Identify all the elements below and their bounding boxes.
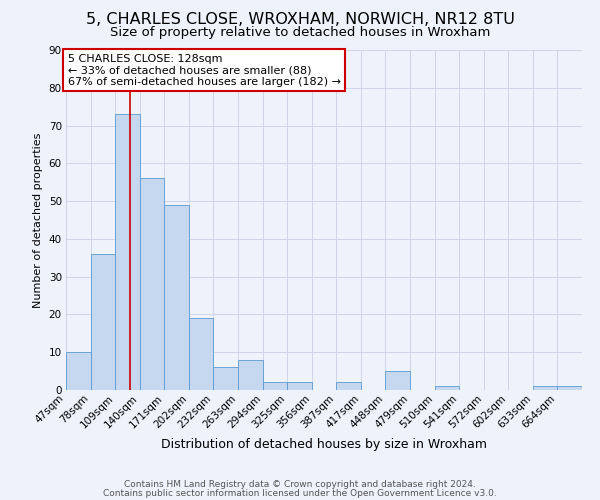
Bar (434, 386, 459, 390)
Bar (287, 382, 312, 390)
Bar (140, 178, 164, 390)
Bar (263, 382, 287, 390)
Bar (557, 386, 582, 390)
Bar (115, 114, 140, 390)
Bar (66, 352, 91, 390)
Bar (238, 360, 263, 390)
Text: Contains HM Land Registry data © Crown copyright and database right 2024.: Contains HM Land Registry data © Crown c… (124, 480, 476, 489)
Bar (214, 368, 238, 390)
Text: Size of property relative to detached houses in Wroxham: Size of property relative to detached ho… (110, 26, 490, 39)
Y-axis label: Number of detached properties: Number of detached properties (33, 132, 43, 308)
Text: Contains public sector information licensed under the Open Government Licence v3: Contains public sector information licen… (103, 488, 497, 498)
X-axis label: Distribution of detached houses by size in Wroxham: Distribution of detached houses by size … (161, 438, 487, 451)
Bar (533, 386, 557, 390)
Text: 5, CHARLES CLOSE, WROXHAM, NORWICH, NR12 8TU: 5, CHARLES CLOSE, WROXHAM, NORWICH, NR12… (86, 12, 514, 28)
Bar (336, 382, 361, 390)
Bar (91, 254, 115, 390)
Bar (189, 318, 214, 390)
Text: 5 CHARLES CLOSE: 128sqm
← 33% of detached houses are smaller (88)
67% of semi-de: 5 CHARLES CLOSE: 128sqm ← 33% of detache… (68, 54, 341, 87)
Bar (164, 205, 189, 390)
Bar (385, 371, 410, 390)
